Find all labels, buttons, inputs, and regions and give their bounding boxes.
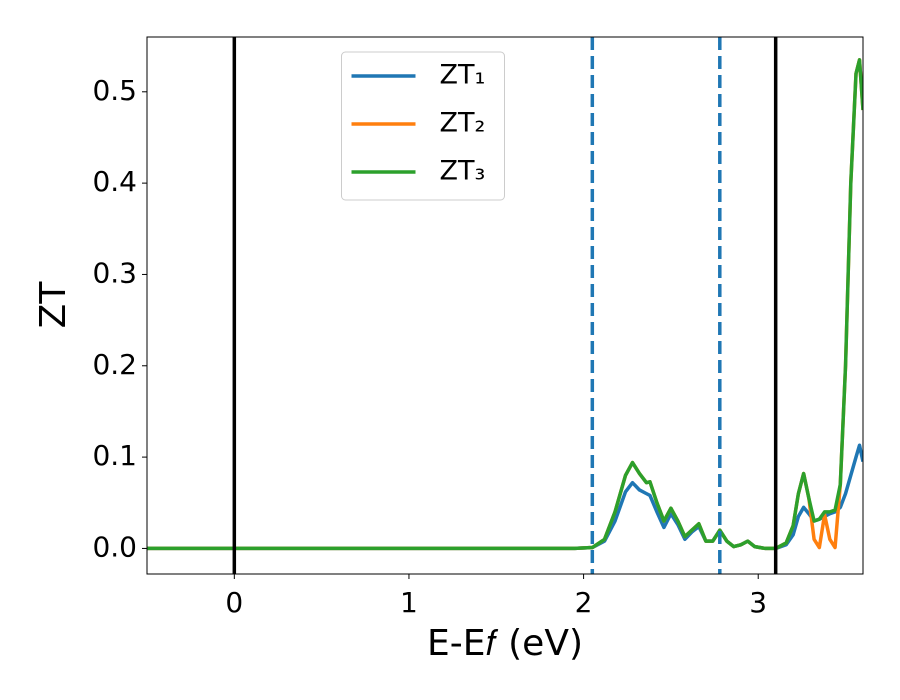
- legend-label: ZT₂: [440, 108, 486, 139]
- legend-box: [341, 51, 505, 201]
- x-axis-label: E-E𝑓 (eV): [427, 623, 583, 664]
- y-tick-label: 0.2: [92, 348, 137, 381]
- y-axis-label: ZT: [33, 281, 74, 329]
- legend-label: ZT₃: [440, 156, 486, 187]
- x-tick-label: 2: [575, 586, 593, 619]
- data-line: [147, 58, 863, 551]
- y-tick-label: 0.5: [92, 74, 137, 107]
- x-tick-label: 3: [749, 586, 767, 619]
- y-tick-label: 0.4: [92, 165, 137, 198]
- plot-frame: [146, 36, 864, 575]
- legend-label: ZT₁: [440, 60, 486, 91]
- y-tick-label: 0.0: [92, 530, 137, 563]
- y-tick-label: 0.1: [92, 439, 137, 472]
- x-tick-label: 0: [225, 586, 243, 619]
- plot-area: [147, 37, 863, 574]
- x-tick-label: 1: [400, 586, 418, 619]
- y-tick-label: 0.3: [92, 256, 137, 289]
